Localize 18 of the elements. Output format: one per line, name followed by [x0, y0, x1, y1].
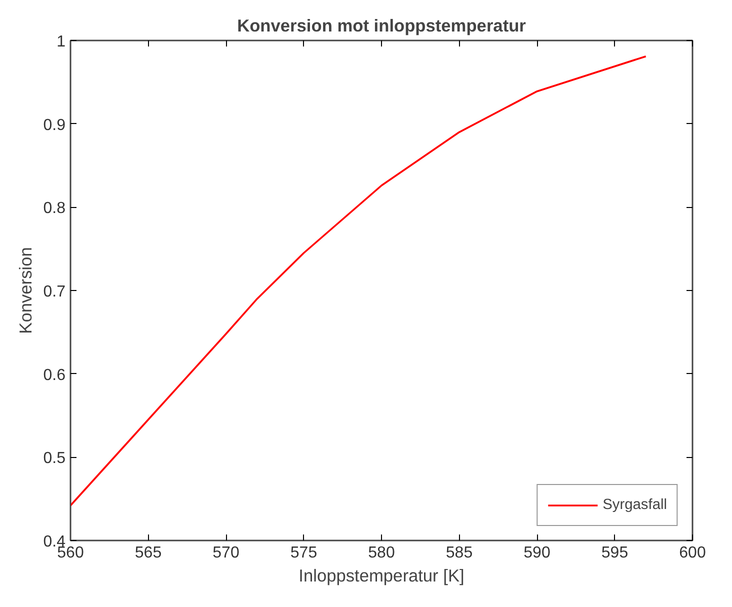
chart-title: Konversion mot inloppstemperatur — [237, 16, 526, 36]
x-tick-label: 590 — [524, 544, 550, 562]
y-tick-label: 0.7 — [43, 284, 66, 300]
legend-label: Syrgasfall — [602, 497, 667, 513]
y-tick-label: 0.8 — [43, 200, 66, 218]
x-tick-label: 595 — [601, 544, 628, 562]
x-tick-label: 565 — [134, 544, 162, 562]
x-axis-title: Inloppstemperatur [K] — [298, 566, 464, 586]
y-tick-label: 1 — [56, 34, 66, 50]
x-tick-label: 575 — [290, 544, 318, 562]
y-tick-label: 0.6 — [43, 366, 66, 384]
x-tick-label: 585 — [446, 544, 473, 562]
y-tick-label: 0.5 — [43, 450, 66, 468]
x-tick-label: 580 — [368, 544, 395, 562]
x-tick-label: 570 — [212, 544, 240, 562]
x-tick-label: 600 — [679, 544, 706, 562]
y-axis-title: Konversion — [15, 247, 36, 334]
y-tick-label: 0.9 — [43, 116, 66, 134]
